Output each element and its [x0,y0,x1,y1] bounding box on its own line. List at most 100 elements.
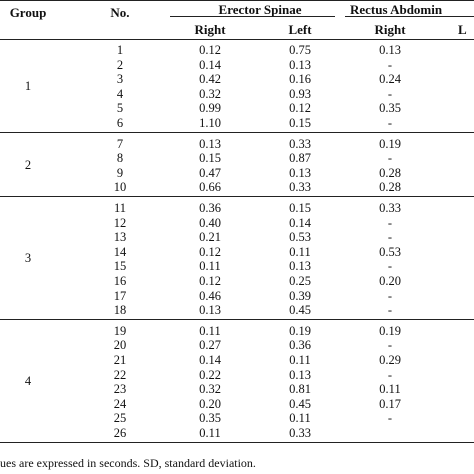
table-cell: 0.21 [199,230,221,245]
table-cell: 8 [116,151,124,166]
table-cell: 0.11 [199,323,221,338]
header-rule [0,39,474,40]
table-cell: 0.12 [199,274,221,288]
table-cell: 0.13 [199,136,221,151]
header-rectus-abdominis: Rectus Abdomin [350,2,443,17]
table-cell: - [387,86,393,101]
table-cell: 0.47 [199,165,221,180]
table-cell: 0.11 [379,382,401,397]
table-cell: 20 [113,338,127,353]
table-cell: 18 [113,303,127,318]
table-cell: 6 [116,116,124,130]
table-cell: 0.12 [289,101,311,116]
table-cell: 0.13 [289,259,311,274]
table-cell: 5 [116,101,124,116]
erector-underline [170,16,335,17]
table-cell: - [387,338,393,353]
table-footnote: ues are expressed in seconds. SD, standa… [0,456,256,470]
table-cell: 24 [113,396,127,411]
group-label: 2 [24,157,32,172]
table-cell: 26 [113,426,127,440]
table-cell: 4 [116,86,124,101]
table-cell: 0.13 [289,165,311,180]
table-cell: 0.14 [199,353,221,367]
table-cell: 0.42 [199,72,221,87]
table-cell: 0.17 [379,396,401,411]
table-cell: 0.33 [289,426,311,440]
table-cell: 3 [116,72,124,87]
table-cell: 0.75 [289,43,311,57]
table-cell: 0.32 [199,86,221,101]
table-cell: 0.13 [379,43,401,57]
table-cell: - [387,303,393,318]
table-cell: 0.24 [379,72,401,87]
table-cell: - [387,215,393,230]
table-cell: 0.33 [289,136,311,151]
table-cell: 0.20 [379,274,401,288]
table-cell: 0.45 [289,303,311,318]
table-cell: 0.16 [289,72,311,87]
table-cell: - [387,151,393,166]
table-cell: 0.36 [199,201,221,215]
table-cell: 0.20 [199,396,221,411]
table-cell: - [387,57,393,72]
table-cell: 1 [116,43,124,57]
table-cell: 16 [113,274,127,288]
table-cell: 0.53 [289,230,311,245]
table-cell: 12 [113,215,127,230]
table-cell: 0.15 [289,116,311,130]
header-right-es: Right [194,22,226,37]
table-cell: 13 [113,230,127,245]
group-label: 1 [24,78,32,93]
table-cell: 11 [113,201,127,215]
table-cell: 0.25 [289,274,311,288]
table-cell: 0.11 [289,411,311,426]
table-cell: - [387,367,393,382]
table-cell: - [387,288,393,303]
table-cell: 0.11 [199,259,221,274]
header-left-es: Left [288,22,312,37]
table-cell: 0.14 [289,215,311,230]
rectus-underline [345,16,474,17]
table-cell: 0.81 [289,382,311,397]
table-cell: 0.19 [379,136,401,151]
table-cell: 10 [113,180,127,195]
table-cell: 0.28 [379,180,401,195]
table-cell: 9 [116,165,124,180]
table-cell: 2 [116,57,124,72]
table-cell: 0.15 [289,201,311,215]
table-cell: 0.22 [199,367,221,382]
table-cell: 0.13 [289,367,311,382]
table-cell: 1.10 [199,116,221,130]
table-cell: 21 [113,353,127,367]
bottom-rule [0,441,474,443]
table-cell: 17 [113,288,127,303]
table-cell: 0.13 [289,57,311,72]
table-cell: 0.93 [289,86,311,101]
table-cell: 0.15 [199,151,221,166]
table-cell: 0.11 [289,353,311,367]
group-divider [0,131,474,133]
table-cell: 0.45 [289,396,311,411]
table-cell: 0.66 [199,180,221,195]
table-cell: 0.36 [289,338,311,353]
table-cell: 0.99 [199,101,221,116]
table-cell: 0.33 [289,180,311,195]
group-label: 3 [24,251,32,266]
table-cell: 0.12 [199,244,221,259]
table-cell: 22 [113,367,127,382]
table-cell: - [387,259,393,274]
table-cell: 25 [113,411,127,426]
table-cell: 23 [113,382,127,397]
group-divider [0,196,474,197]
table-cell: - [387,116,393,130]
table-cell: 0.35 [199,411,221,426]
table-cell: 0.19 [379,323,401,338]
header-no: No. [110,5,130,20]
table-cell: 19 [113,323,127,338]
table-cell: 0.32 [199,382,221,397]
table-cell: 0.87 [289,151,311,166]
table-cell: 0.11 [199,426,221,440]
table-cell: 15 [113,259,127,274]
